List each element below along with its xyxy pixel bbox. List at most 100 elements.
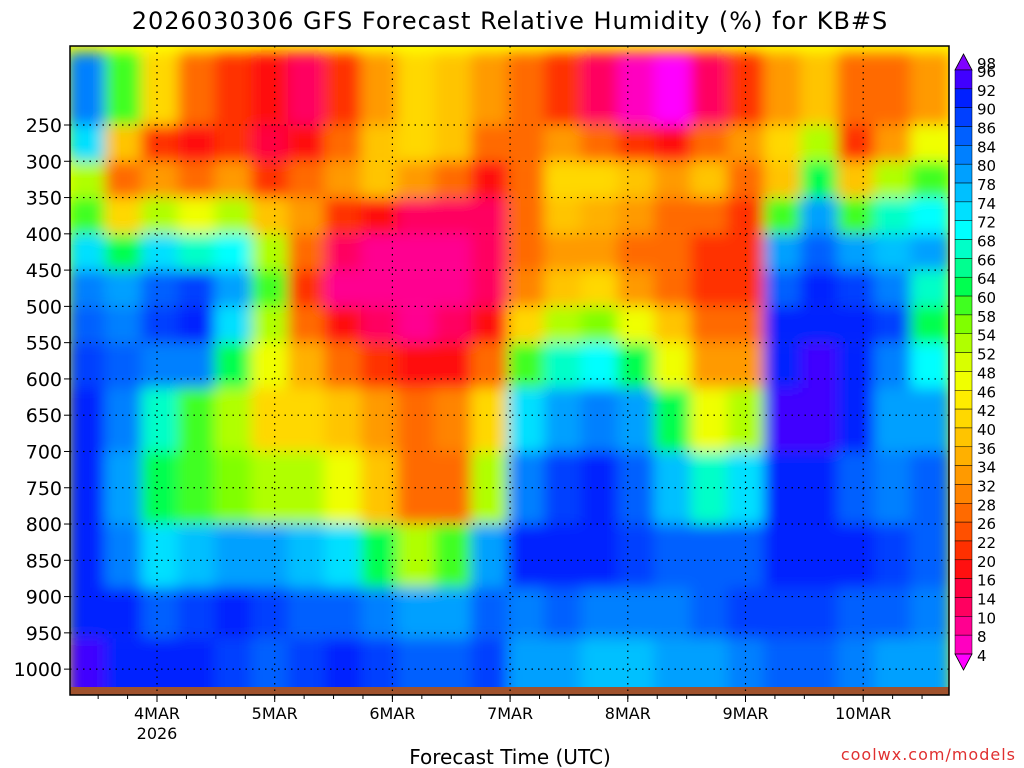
colorbar-swatch bbox=[954, 295, 973, 316]
heatmap-cell bbox=[70, 306, 109, 343]
colorbar-swatch bbox=[954, 371, 973, 391]
x-tick-label: 4MAR bbox=[134, 704, 180, 723]
heatmap-cell bbox=[104, 587, 146, 639]
credit-text[interactable]: coolwx.com/models bbox=[841, 745, 1016, 764]
heatmap-cell bbox=[910, 524, 949, 588]
heatmap-cell bbox=[837, 388, 878, 452]
y-tick-label: 1000 bbox=[14, 659, 62, 681]
heatmap-cell bbox=[361, 161, 402, 198]
heatmap-cell bbox=[70, 638, 109, 695]
heatmap-cell bbox=[470, 524, 512, 588]
heatmap-cell bbox=[690, 161, 732, 198]
heatmap-cell bbox=[287, 451, 329, 524]
heatmap-cell bbox=[287, 125, 329, 162]
colorbar-label: 10 bbox=[977, 609, 996, 627]
heatmap-cell bbox=[470, 388, 512, 452]
colorbar-label: 20 bbox=[977, 553, 996, 571]
heatmap-cell bbox=[580, 524, 622, 588]
heatmap-cell bbox=[470, 587, 512, 639]
heatmap-cell bbox=[763, 270, 805, 307]
colorbar-swatch bbox=[954, 484, 973, 504]
heatmap-cell bbox=[507, 125, 549, 162]
heatmap-cell bbox=[104, 125, 146, 162]
colorbar-label: 36 bbox=[977, 440, 996, 458]
heatmap-cell bbox=[654, 197, 695, 234]
heatmap-cell bbox=[690, 233, 732, 271]
heatmap-cell bbox=[177, 270, 219, 307]
chart-title: 2026030306 GFS Forecast Relative Humidit… bbox=[132, 7, 889, 35]
colorbar-label: 72 bbox=[977, 214, 996, 232]
heatmap-cell bbox=[544, 197, 585, 234]
heatmap-cell bbox=[434, 197, 475, 234]
colorbar-label: 4 bbox=[977, 647, 987, 665]
heatmap-cell bbox=[654, 587, 695, 639]
heatmap-cell bbox=[617, 388, 658, 452]
colorbar-label: 52 bbox=[977, 346, 996, 364]
heatmap-cell bbox=[361, 306, 402, 343]
heatmap-cell bbox=[251, 524, 292, 588]
heatmap-cell bbox=[470, 270, 512, 307]
heatmap-cell bbox=[873, 587, 915, 639]
heatmap-cell bbox=[727, 524, 768, 588]
heatmap-cell bbox=[910, 342, 949, 388]
colorbar-label: 22 bbox=[977, 534, 996, 552]
heatmap-cell bbox=[617, 524, 658, 588]
heatmap-cell bbox=[727, 270, 768, 307]
heatmap-cell bbox=[727, 587, 768, 639]
heatmap-cell bbox=[70, 342, 109, 388]
heatmap-cell bbox=[763, 161, 805, 198]
colorbar-label: 98 bbox=[977, 55, 996, 73]
plot-area bbox=[70, 46, 949, 695]
colorbar-label: 92 bbox=[977, 82, 996, 100]
y-tick-label: 650 bbox=[26, 405, 62, 427]
colorbar-label: 54 bbox=[977, 327, 996, 345]
heatmap-cell bbox=[397, 306, 439, 343]
heatmap-cell bbox=[214, 306, 256, 343]
heatmap-cell bbox=[214, 342, 256, 388]
heatmap-cell bbox=[873, 342, 915, 388]
heatmap-cell bbox=[70, 161, 109, 198]
y-tick-label: 750 bbox=[26, 478, 62, 500]
colorbar-label: 14 bbox=[977, 590, 996, 608]
colorbar-label: 46 bbox=[977, 383, 996, 401]
heatmap-cell bbox=[873, 233, 915, 271]
heatmap-cell bbox=[617, 161, 658, 198]
heatmap-cell bbox=[763, 524, 805, 588]
heatmap-cell bbox=[544, 306, 585, 343]
heatmap-cell bbox=[800, 451, 842, 524]
colorbar-swatch bbox=[954, 578, 973, 598]
heatmap-cell bbox=[837, 638, 878, 695]
y-tick-label: 450 bbox=[26, 260, 62, 282]
heatmap-cell bbox=[324, 125, 365, 162]
heatmap-cell bbox=[397, 451, 439, 524]
heatmap-cell bbox=[70, 451, 109, 524]
heatmap-cell bbox=[470, 451, 512, 524]
heatmap-cell bbox=[251, 161, 292, 198]
heatmap-cell bbox=[544, 125, 585, 162]
heatmap-cell bbox=[910, 587, 949, 639]
heatmap-cell bbox=[397, 161, 439, 198]
heatmap-cell bbox=[580, 197, 622, 234]
heatmap-cell bbox=[324, 342, 365, 388]
heatmap-cell bbox=[800, 125, 842, 162]
colorbar-swatch bbox=[954, 634, 973, 655]
heatmap-cell bbox=[397, 388, 439, 452]
heatmap-cell bbox=[104, 197, 146, 234]
heatmap-cell bbox=[727, 52, 768, 125]
heatmap-cell bbox=[141, 388, 182, 452]
heatmap-cell bbox=[800, 587, 842, 639]
heatmap-cell bbox=[617, 451, 658, 524]
heatmap-cell bbox=[361, 233, 402, 271]
heatmap-cell bbox=[873, 161, 915, 198]
colorbar-swatch bbox=[954, 53, 973, 71]
heatmap-cell bbox=[800, 233, 842, 271]
heatmap-cell bbox=[617, 270, 658, 307]
heatmap-cell bbox=[654, 52, 695, 125]
y-tick-label: 800 bbox=[26, 514, 62, 536]
y-tick-label: 900 bbox=[26, 587, 62, 609]
heatmap-cell bbox=[507, 342, 549, 388]
heatmap-cell bbox=[800, 388, 842, 452]
heatmap-cell bbox=[580, 587, 622, 639]
heatmap-cell bbox=[544, 52, 585, 125]
